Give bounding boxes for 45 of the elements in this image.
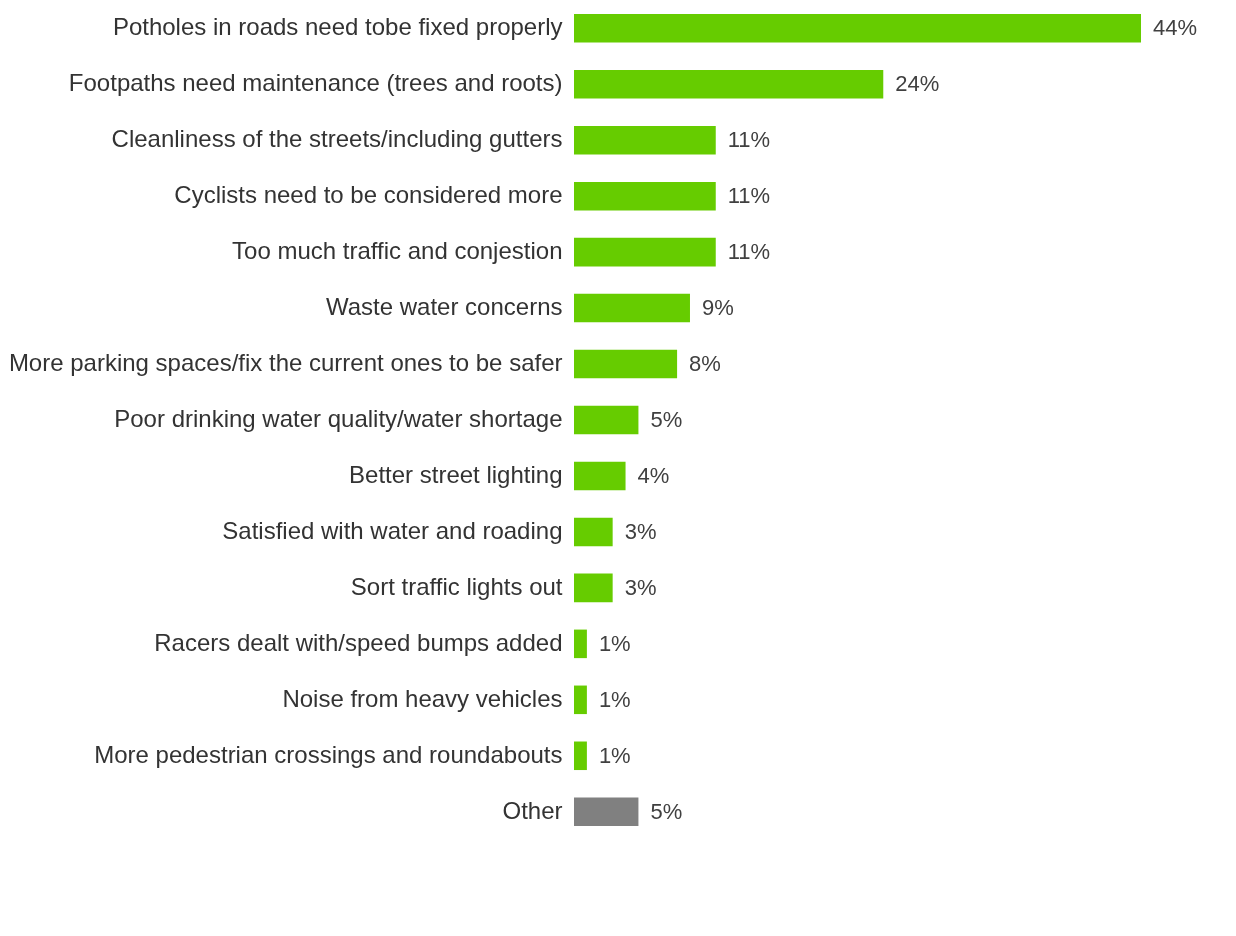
bar [574, 293, 690, 323]
y-tick-label: Cleanliness of the streets/including gutters [111, 125, 563, 153]
bar [574, 405, 639, 435]
y-tick-label: Better street lighting [349, 460, 563, 488]
data-label: 4% [637, 462, 670, 488]
bar [574, 685, 587, 715]
bar [574, 69, 884, 99]
data-label: 5% [650, 407, 683, 432]
bar [574, 517, 613, 547]
y-tick-label: Too much traffic and conjestion [232, 237, 563, 265]
bar [574, 573, 613, 603]
bar [574, 237, 716, 267]
data-label: 11% [727, 183, 771, 209]
bar [574, 797, 639, 827]
data-label: 3% [624, 518, 657, 544]
y-tick-label: More parking spaces/fix the current ones to be safer [8, 349, 563, 377]
bar [574, 349, 678, 379]
data-label: 24% [895, 71, 940, 97]
data-label: 1% [598, 742, 631, 768]
y-tick-label: Waste water concerns [325, 293, 563, 321]
data-label: 11% [727, 127, 771, 153]
bar [574, 181, 716, 211]
data-label: 9% [701, 295, 734, 321]
y-tick-label: Sort traffic lights out [350, 572, 563, 600]
data-label: 44% [1153, 15, 1198, 41]
data-label: 1% [598, 686, 631, 712]
y-tick-label: Racers dealt with/speed bumps added [154, 628, 563, 656]
data-label: 8% [689, 351, 721, 377]
y-tick-label: Poor drinking water quality/water shortage [114, 405, 563, 432]
y-tick-label: Cyclists need to be considered more [174, 181, 563, 209]
y-tick-label: Noise from heavy vehicles [282, 684, 563, 712]
y-tick-label: Satisfied with water and roading [222, 516, 563, 544]
y-tick-label: Footpaths need maintenance (trees and roots) [68, 69, 563, 97]
bar [574, 461, 626, 491]
data-label: 5% [650, 798, 683, 824]
bar [574, 741, 587, 771]
bar [574, 13, 1141, 43]
bar [574, 125, 716, 155]
data-label: 3% [624, 574, 657, 600]
y-tick-label: Other [502, 796, 563, 824]
bar [574, 629, 587, 659]
data-label: 11% [727, 239, 771, 265]
y-tick-label: More pedestrian crossings and roundabouts [94, 740, 563, 768]
y-tick-label: Potholes in roads need tobe fixed properly [112, 13, 563, 41]
data-label: 1% [598, 630, 631, 656]
